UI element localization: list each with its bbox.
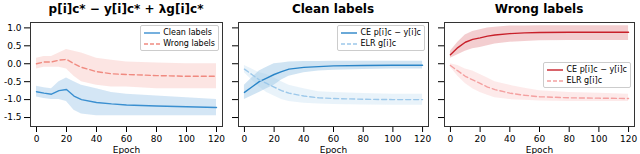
- svg-text:-1.0: -1.0: [4, 94, 22, 104]
- svg-text:80: 80: [151, 134, 163, 144]
- html-text:ELR g[i]c: ELR g[i]c: [566, 76, 602, 85]
- html-text:p[i]c* − y[i]c* + λg[i]c*: p[i]c* − y[i]c* + λg[i]c*: [48, 2, 204, 16]
- svg-text:80: 80: [357, 134, 369, 144]
- html-text:Clean labels: Clean labels: [292, 2, 374, 16]
- html-text:CE p[i]c − y[i]c: CE p[i]c − y[i]c: [360, 28, 421, 37]
- svg-text:100: 100: [178, 134, 195, 144]
- svg-text:120: 120: [620, 134, 637, 144]
- svg-text:-0.5: -0.5: [4, 77, 22, 87]
- svg-text:-1.5: -1.5: [4, 112, 22, 122]
- svg-text:40: 40: [504, 134, 516, 144]
- html-text:Wrong labels: Wrong labels: [163, 39, 215, 48]
- svg-text:120: 120: [208, 134, 225, 144]
- svg-text:20: 20: [268, 134, 280, 144]
- svg-text:120: 120: [414, 134, 431, 144]
- svg-text:40: 40: [91, 134, 103, 144]
- svg-text:100: 100: [590, 134, 607, 144]
- html-text:Clean labels: Clean labels: [163, 28, 212, 37]
- svg-text:40: 40: [298, 134, 310, 144]
- svg-text:0: 0: [34, 134, 40, 144]
- svg-text:Epoch: Epoch: [526, 145, 554, 154]
- svg-text:1.0: 1.0: [7, 23, 22, 33]
- svg-text:0: 0: [242, 134, 248, 144]
- svg-text:0.5: 0.5: [7, 41, 21, 51]
- svg-text:Epoch: Epoch: [320, 145, 348, 154]
- svg-text:60: 60: [534, 134, 546, 144]
- svg-text:0: 0: [448, 134, 454, 144]
- svg-text:20: 20: [61, 134, 73, 144]
- html-text:Wrong labels: Wrong labels: [494, 2, 584, 16]
- svg-text:100: 100: [384, 134, 401, 144]
- svg-text:60: 60: [328, 134, 340, 144]
- svg-text:0.0: 0.0: [7, 59, 22, 69]
- html-text:CE p[i]c − y[i]c: CE p[i]c − y[i]c: [566, 65, 627, 74]
- svg-text:60: 60: [121, 134, 133, 144]
- svg-text:20: 20: [474, 134, 486, 144]
- svg-text:Epoch: Epoch: [113, 145, 141, 154]
- svg-text:80: 80: [563, 134, 575, 144]
- html-text:ELR g[i]c: ELR g[i]c: [360, 39, 396, 48]
